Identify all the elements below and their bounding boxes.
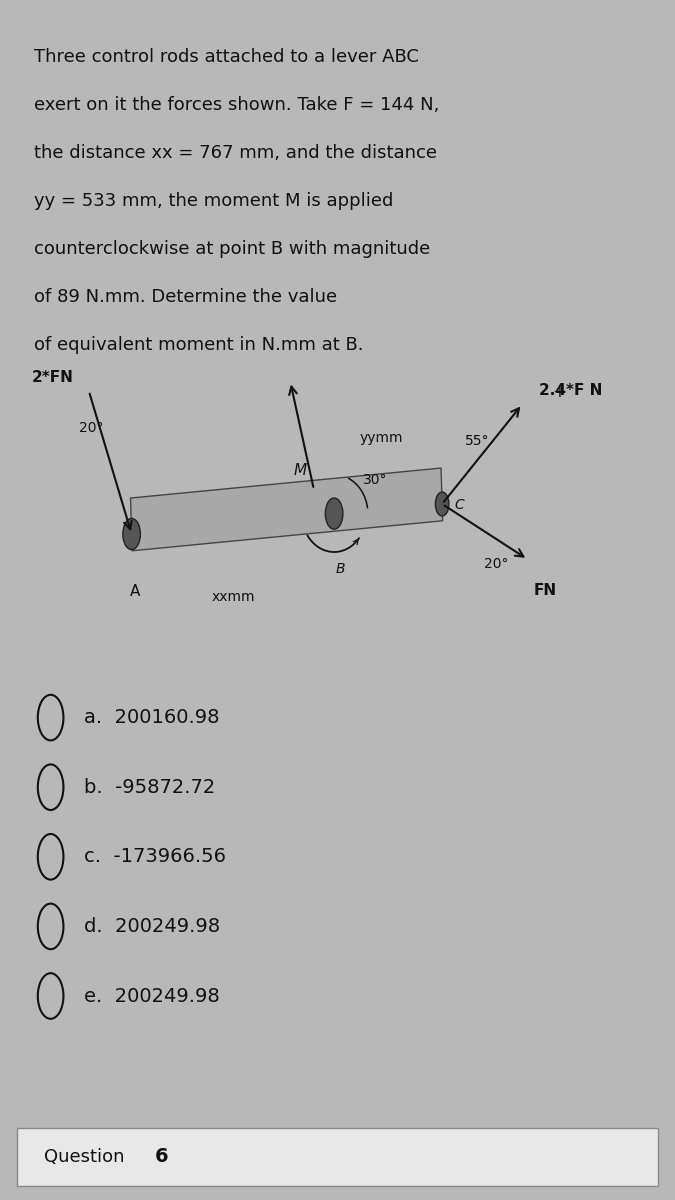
Polygon shape xyxy=(130,468,443,551)
Text: 2.4*F N: 2.4*F N xyxy=(539,383,603,398)
Text: of equivalent moment in N.mm at B.: of equivalent moment in N.mm at B. xyxy=(34,336,363,354)
Text: yy = 533 mm, the moment M is applied: yy = 533 mm, the moment M is applied xyxy=(34,192,393,210)
Circle shape xyxy=(325,498,343,529)
Text: yymm: yymm xyxy=(360,431,403,445)
Text: the distance xx = 767 mm, and the distance: the distance xx = 767 mm, and the distan… xyxy=(34,144,437,162)
Text: 20°: 20° xyxy=(484,558,508,571)
Text: +: + xyxy=(552,383,566,401)
Text: C: C xyxy=(454,498,464,512)
Text: of 89 N.mm. Determine the value: of 89 N.mm. Determine the value xyxy=(34,288,337,306)
Circle shape xyxy=(435,492,449,516)
Text: FN: FN xyxy=(533,583,556,599)
Text: xxmm: xxmm xyxy=(211,590,254,604)
Text: 2*FN: 2*FN xyxy=(32,370,74,385)
Text: M: M xyxy=(294,462,307,478)
Text: B: B xyxy=(336,562,346,576)
Text: Question: Question xyxy=(44,1147,124,1166)
Text: A: A xyxy=(130,584,140,599)
Text: e.  200249.98: e. 200249.98 xyxy=(84,986,220,1006)
Text: b.  -95872.72: b. -95872.72 xyxy=(84,778,215,797)
Text: Three control rods attached to a lever ABC: Three control rods attached to a lever A… xyxy=(34,48,418,66)
Text: 55°: 55° xyxy=(465,434,489,448)
Text: 20°: 20° xyxy=(79,421,103,434)
Text: exert on it the forces shown. Take F = 144 N,: exert on it the forces shown. Take F = 1… xyxy=(34,96,439,114)
Text: c.  -173966.56: c. -173966.56 xyxy=(84,847,226,866)
Circle shape xyxy=(123,518,140,550)
Text: 30°: 30° xyxy=(362,473,387,487)
Text: d.  200249.98: d. 200249.98 xyxy=(84,917,221,936)
Bar xyxy=(17,1128,658,1186)
Text: counterclockwise at point B with magnitude: counterclockwise at point B with magnitu… xyxy=(34,240,430,258)
Text: 6: 6 xyxy=(155,1147,169,1166)
Text: a.  200160.98: a. 200160.98 xyxy=(84,708,220,727)
